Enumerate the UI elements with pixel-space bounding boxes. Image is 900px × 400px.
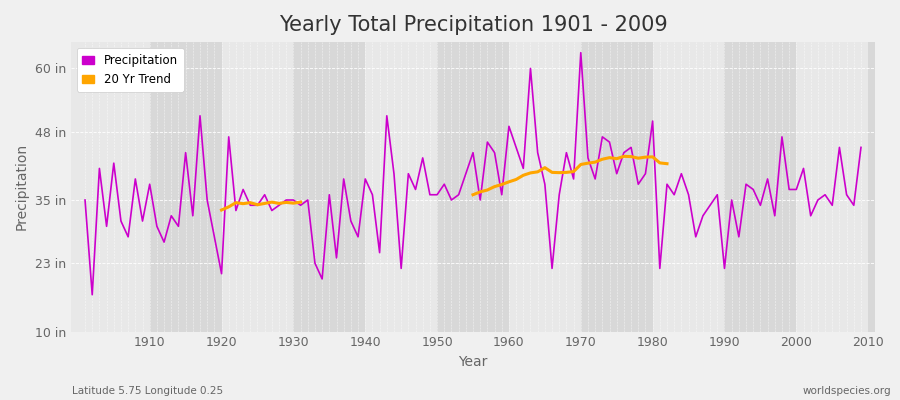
Text: worldspecies.org: worldspecies.org bbox=[803, 386, 891, 396]
Bar bbox=[221, 42, 293, 332]
Legend: Precipitation, 20 Yr Trend: Precipitation, 20 Yr Trend bbox=[76, 48, 184, 92]
Title: Yearly Total Precipitation 1901 - 2009: Yearly Total Precipitation 1901 - 2009 bbox=[279, 15, 668, 35]
Bar bbox=[652, 42, 724, 332]
Bar bbox=[149, 42, 221, 332]
Text: Latitude 5.75 Longitude 0.25: Latitude 5.75 Longitude 0.25 bbox=[72, 386, 223, 396]
Bar bbox=[508, 42, 580, 332]
Bar bbox=[868, 42, 900, 332]
Bar bbox=[437, 42, 508, 332]
Y-axis label: Precipitation: Precipitation bbox=[15, 143, 29, 230]
Bar bbox=[580, 42, 652, 332]
Bar bbox=[293, 42, 365, 332]
Bar bbox=[796, 42, 868, 332]
Bar bbox=[724, 42, 796, 332]
X-axis label: Year: Year bbox=[458, 355, 488, 369]
Bar bbox=[365, 42, 437, 332]
Bar bbox=[78, 42, 149, 332]
